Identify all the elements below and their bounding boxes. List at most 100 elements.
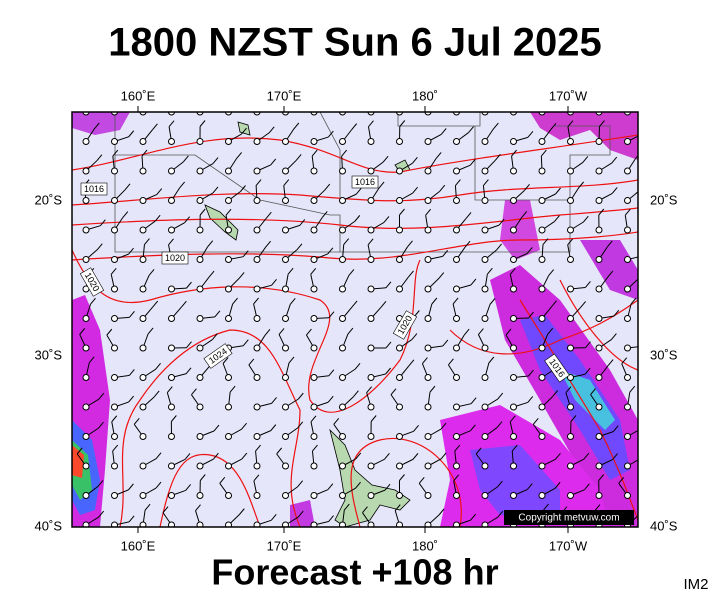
- barb-flag: [128, 515, 135, 523]
- station: [567, 226, 574, 234]
- station: [339, 226, 346, 234]
- station: [282, 285, 289, 293]
- barb-flag: [299, 219, 306, 226]
- barb-flag: [351, 123, 358, 130]
- barb-flag: [554, 215, 560, 222]
- station: [481, 167, 489, 175]
- barb-flag: [124, 183, 131, 191]
- barb-flag: [555, 452, 561, 460]
- barb-flag: [399, 120, 406, 127]
- barb-flag: [642, 250, 647, 256]
- station: [253, 492, 261, 499]
- barb-flag: [333, 417, 340, 425]
- station: [82, 521, 90, 527]
- barb-flag: [611, 187, 618, 194]
- station: [310, 344, 318, 352]
- lat-label: 40˚S: [35, 518, 63, 533]
- station: [481, 256, 489, 263]
- station: [424, 433, 432, 440]
- station: [111, 197, 118, 204]
- station: [196, 492, 204, 499]
- barb-flag: [354, 362, 361, 370]
- station: [453, 521, 460, 527]
- station: [168, 374, 175, 381]
- station: [111, 374, 118, 381]
- station: [367, 167, 375, 175]
- barb-flag: [168, 120, 175, 128]
- barb-flag: [547, 327, 554, 335]
- station: [510, 315, 517, 322]
- barb-flag: [214, 310, 221, 318]
- barb-flag: [453, 474, 460, 482]
- barb-flag: [255, 444, 261, 452]
- station: [225, 285, 232, 293]
- barb-flag: [638, 273, 643, 279]
- station: [367, 197, 375, 204]
- station: [310, 256, 318, 263]
- barb-flag: [185, 367, 192, 375]
- station: [82, 403, 90, 411]
- station: [82, 226, 90, 234]
- barb-flag: [208, 270, 215, 278]
- barb-flag: [170, 415, 177, 422]
- barb-flag: [225, 208, 232, 216]
- axis-labels: 160˚E 160˚E 170˚E 170˚E 180˚ 180˚ 170˚W 170˚W 20…: [35, 88, 678, 553]
- station: [367, 403, 375, 411]
- barb-flag: [325, 96, 330, 102]
- barb-flag: [630, 297, 637, 305]
- precip-area: [290, 500, 315, 527]
- barb-flag: [599, 120, 605, 127]
- barb-flag: [90, 297, 96, 305]
- station: [168, 285, 175, 293]
- station: [282, 197, 289, 204]
- station: [253, 374, 261, 381]
- barb-flag: [413, 425, 419, 432]
- barb-flag: [99, 219, 106, 227]
- barb-flag: [384, 483, 391, 491]
- station: [481, 433, 489, 440]
- barb-flag: [438, 508, 445, 516]
- barb-shaft: [342, 112, 344, 113]
- station: [111, 403, 118, 411]
- station: [310, 315, 318, 322]
- station: [282, 521, 289, 527]
- station: [139, 256, 147, 263]
- barb-flag: [590, 388, 596, 395]
- barb-flag: [621, 357, 628, 364]
- barb-flag: [496, 421, 503, 428]
- station: [624, 403, 631, 411]
- barb-flag: [128, 483, 134, 491]
- barb-flag: [505, 328, 512, 336]
- isobar-label-text: 1020: [165, 253, 185, 263]
- barb-flag: [288, 356, 295, 364]
- barb-flag: [152, 300, 159, 308]
- barb-flag: [642, 340, 647, 346]
- station: [424, 344, 432, 352]
- station: [168, 344, 175, 352]
- station: [253, 462, 261, 470]
- barb-flag: [489, 298, 496, 305]
- barb-flag: [635, 154, 638, 159]
- barb-shaft: [599, 112, 600, 113]
- lat-label: 40˚S: [650, 518, 678, 533]
- station: [595, 285, 603, 293]
- station: [196, 374, 204, 381]
- new-zealand: [329, 428, 411, 527]
- barb-flag: [570, 415, 577, 422]
- lon-label: 180˚: [412, 538, 438, 553]
- barb-flag: [442, 250, 449, 257]
- station: [139, 462, 147, 470]
- barb-flag: [185, 484, 192, 491]
- barb-flag: [583, 452, 590, 460]
- station: [253, 315, 261, 322]
- barb-flag: [195, 504, 201, 512]
- station: [225, 462, 232, 470]
- station: [424, 285, 432, 293]
- station: [595, 167, 603, 175]
- barb-flag: [440, 422, 447, 430]
- station: [567, 197, 574, 204]
- station: [595, 197, 603, 204]
- station: [367, 344, 375, 352]
- barb-flag: [362, 506, 368, 513]
- barb-flag: [511, 444, 518, 452]
